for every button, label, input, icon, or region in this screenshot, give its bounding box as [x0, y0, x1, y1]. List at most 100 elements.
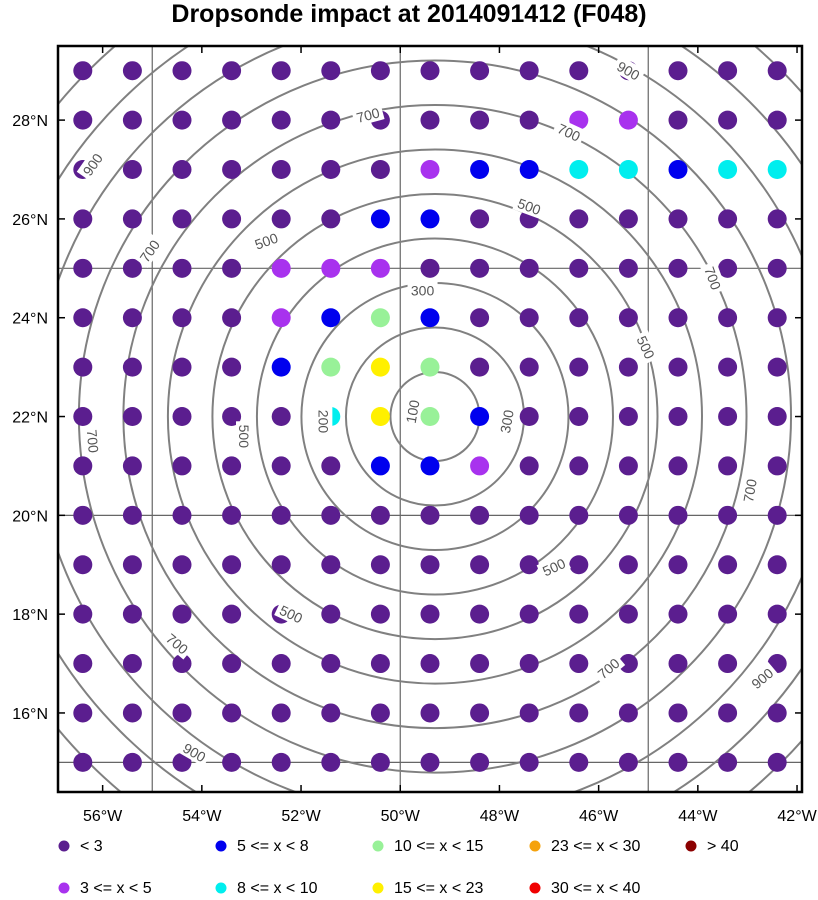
dropsonde-point — [569, 407, 589, 427]
legend-item: 3 <= x < 5 — [58, 880, 152, 897]
dropsonde-point — [519, 110, 539, 130]
dropsonde-point — [519, 407, 539, 427]
dropsonde-point — [767, 407, 787, 427]
dropsonde-point — [73, 752, 93, 772]
dropsonde-point — [470, 555, 490, 575]
dropsonde-point — [172, 209, 192, 229]
dropsonde-point — [172, 61, 192, 81]
dropsonde-point — [420, 308, 440, 328]
dropsonde-point — [569, 357, 589, 377]
dropsonde-point — [718, 209, 738, 229]
dropsonde-point — [618, 456, 638, 476]
dropsonde-point — [420, 654, 440, 674]
dropsonde-point — [767, 308, 787, 328]
contour-label: 700 — [351, 102, 385, 127]
dropsonde-point — [321, 604, 341, 624]
x-tick-label: 50°W — [381, 808, 421, 825]
dropsonde-point — [420, 61, 440, 81]
dropsonde-point — [172, 654, 192, 674]
contour-label: 500 — [632, 329, 661, 365]
dropsonde-point — [271, 654, 291, 674]
dropsonde-point — [668, 209, 688, 229]
dropsonde-point — [519, 357, 539, 377]
contour-label-text: 500 — [236, 425, 252, 449]
dropsonde-point — [73, 555, 93, 575]
y-tick-label: 16°N — [12, 706, 48, 723]
dropsonde-point — [122, 703, 142, 723]
contour-label-text: 200 — [315, 410, 331, 434]
x-tick-label: 52°W — [281, 808, 321, 825]
dropsonde-point — [767, 555, 787, 575]
dropsonde-point — [718, 357, 738, 377]
dropsonde-point — [122, 407, 142, 427]
legend-item: 30 <= x < 40 — [529, 880, 641, 897]
x-tick-label: 56°W — [83, 808, 123, 825]
dropsonde-point — [271, 407, 291, 427]
dropsonde-point — [767, 703, 787, 723]
dropsonde-point — [73, 654, 93, 674]
contour-400 — [255, 237, 614, 596]
dropsonde-point — [718, 703, 738, 723]
dropsonde-point — [569, 752, 589, 772]
dropsonde-point — [470, 357, 490, 377]
dropsonde-point — [718, 308, 738, 328]
dropsonde-point — [718, 61, 738, 81]
dropsonde-point — [519, 604, 539, 624]
dropsonde-point — [420, 110, 440, 130]
dropsonde-point — [73, 604, 93, 624]
dropsonde-point — [73, 61, 93, 81]
legend-label: 5 <= x < 8 — [237, 838, 309, 855]
dropsonde-point — [370, 456, 390, 476]
dropsonde-point — [718, 604, 738, 624]
dropsonde-point — [122, 61, 142, 81]
dropsonde-point — [321, 505, 341, 525]
legend-item: 10 <= x < 15 — [372, 838, 484, 855]
dropsonde-point — [470, 209, 490, 229]
legend-marker — [58, 882, 70, 894]
y-tick-label: 28°N — [12, 113, 48, 130]
dropsonde-point — [271, 61, 291, 81]
contour-label-text: 500 — [253, 230, 281, 253]
dropsonde-point — [420, 160, 440, 180]
dropsonde-point — [172, 160, 192, 180]
dropsonde-point — [668, 654, 688, 674]
dropsonde-point — [767, 752, 787, 772]
dropsonde-point — [73, 258, 93, 278]
dropsonde-point — [618, 110, 638, 130]
dropsonde-point — [222, 407, 242, 427]
dropsonde-point — [321, 654, 341, 674]
dropsonde-point — [222, 505, 242, 525]
dropsonde-point — [519, 654, 539, 674]
dropsonde-point — [767, 110, 787, 130]
dropsonde-point — [73, 456, 93, 476]
dropsonde-point — [370, 258, 390, 278]
dropsonde-point — [569, 703, 589, 723]
dropsonde-point — [668, 110, 688, 130]
legend-label: < 3 — [80, 838, 103, 855]
dropsonde-point — [73, 505, 93, 525]
y-tick-label: 22°N — [12, 410, 48, 427]
dropsonde-point — [73, 308, 93, 328]
dropsonde-point — [172, 752, 192, 772]
dropsonde-point — [569, 555, 589, 575]
dropsonde-point — [569, 209, 589, 229]
dropsonde-point — [718, 752, 738, 772]
legend-marker — [529, 840, 541, 852]
dropsonde-point — [470, 258, 490, 278]
dropsonde-point — [420, 209, 440, 229]
dropsonde-point — [519, 258, 539, 278]
dropsonde-point — [122, 752, 142, 772]
dropsonde-point — [321, 555, 341, 575]
contour-label: 500 — [536, 552, 571, 581]
dropsonde-point — [172, 407, 192, 427]
dropsonde-point — [668, 604, 688, 624]
dropsonde-point — [569, 160, 589, 180]
dropsonde-point — [370, 160, 390, 180]
dropsonde-point — [222, 209, 242, 229]
dropsonde-point — [321, 357, 341, 377]
legend-label: 3 <= x < 5 — [80, 880, 152, 897]
x-tick-label: 44°W — [678, 808, 718, 825]
contour-labels: 100 200 300 300 500 500 500 500 500 500 700 700 700 7… — [76, 55, 779, 767]
dropsonde-point — [271, 555, 291, 575]
contour-label: 500 — [236, 421, 253, 452]
